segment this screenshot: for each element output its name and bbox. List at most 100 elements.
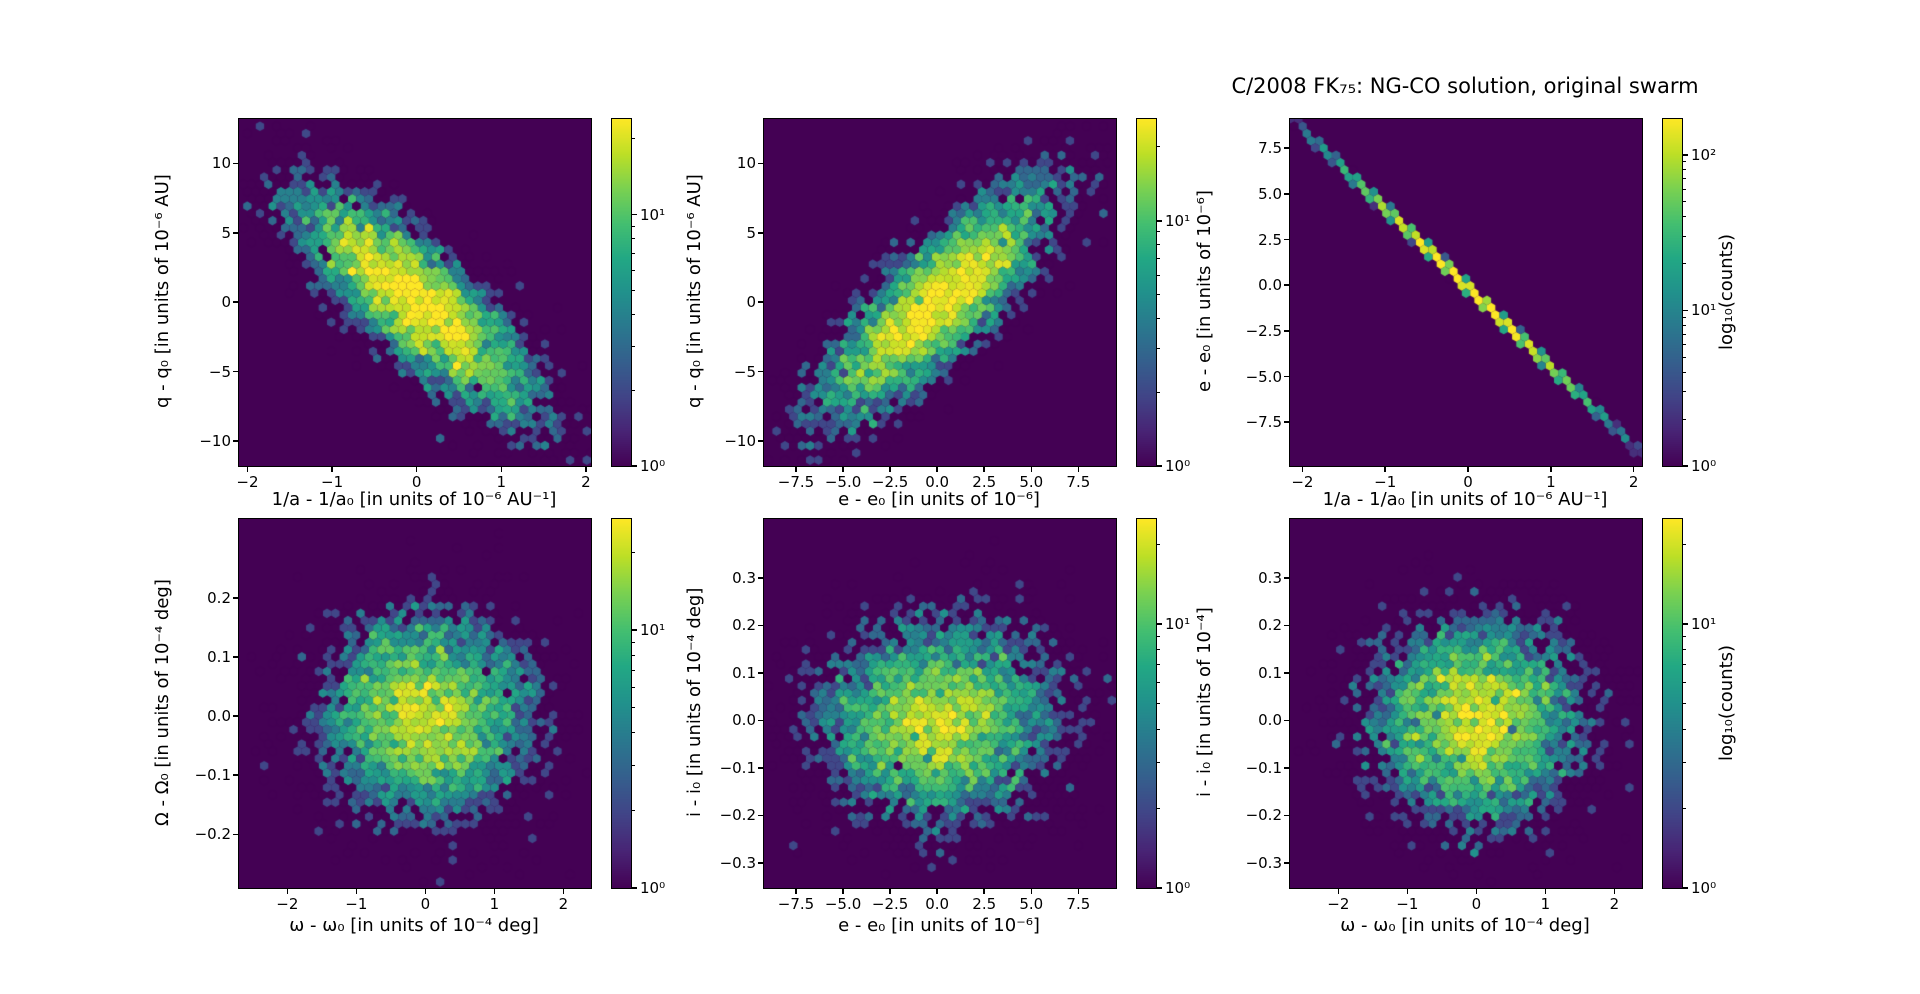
- y-tick-label: −0.1: [194, 766, 231, 785]
- x-tick-label: −2: [236, 473, 259, 491]
- colorbar-minor-tick: [1683, 356, 1686, 358]
- colorbar-tick-label: 10⁰: [1165, 457, 1191, 475]
- x-axis-label: ω - ω₀ [in units of 10⁻⁴ deg]: [1340, 915, 1590, 936]
- colorbar-minor-tick: [1683, 728, 1686, 730]
- y-tick-label: −0.2: [719, 806, 756, 825]
- x-tick-mark: [585, 467, 587, 472]
- colorbar-minor-tick: [1157, 682, 1160, 684]
- x-tick-mark: [1384, 467, 1386, 472]
- hexbin-plot-e-vs-recip-a: [1289, 118, 1643, 467]
- colorbar-minor-tick: [1683, 216, 1686, 218]
- x-tick-mark: [1544, 889, 1547, 894]
- colorbar-minor-tick: [632, 289, 635, 291]
- x-tick-label: −2: [276, 895, 299, 913]
- x-tick-label: −1: [1396, 895, 1419, 913]
- y-tick-mark: [1284, 375, 1289, 378]
- y-tick-mark: [758, 719, 763, 722]
- hexbin-plot-i-vs-e: [763, 518, 1117, 889]
- colorbar-tick-label: 10⁰: [1691, 879, 1717, 897]
- x-tick-mark: [1301, 467, 1304, 472]
- colorbar: [1136, 518, 1157, 889]
- y-tick-label: −0.1: [1245, 758, 1282, 777]
- x-tick-label: 2.5: [972, 473, 997, 491]
- x-tick-label: 2: [1609, 895, 1620, 913]
- x-tick-label: −5.0: [824, 895, 862, 913]
- x-tick-mark: [1337, 889, 1340, 894]
- x-tick-label: −2: [1291, 473, 1314, 491]
- colorbar-minor-tick: [632, 669, 635, 671]
- x-tick-label: −7.5: [777, 473, 815, 491]
- x-tick-label: 7.5: [1066, 895, 1091, 913]
- y-tick-label: 2.5: [1258, 230, 1282, 249]
- x-tick-mark: [1467, 467, 1469, 472]
- colorbar-tick-label: 10²: [1691, 145, 1717, 164]
- colorbar: [611, 518, 632, 889]
- colorbar-minor-tick: [632, 654, 635, 656]
- hexbin-plot-canvas: [764, 119, 1116, 466]
- x-tick-mark: [795, 889, 797, 894]
- colorbar-tick-label: 10¹: [1691, 615, 1717, 634]
- y-axis-label: e - e₀ [in units of 10⁻⁶]: [1194, 190, 1215, 393]
- y-tick-mark: [1284, 719, 1289, 722]
- x-tick-label: −2.5: [871, 895, 909, 913]
- y-axis-label: i - i₀ [in units of 10⁻⁴]: [1194, 607, 1215, 798]
- colorbar-minor-tick: [1683, 635, 1686, 637]
- y-tick-mark: [1284, 193, 1289, 195]
- y-tick-mark: [233, 162, 238, 165]
- colorbar-minor-tick: [1683, 161, 1686, 163]
- y-tick-mark: [1284, 330, 1289, 332]
- y-tick-label: 7.5: [1258, 139, 1282, 158]
- x-tick-label: 5.0: [1019, 895, 1044, 913]
- colorbar-minor-tick: [1683, 391, 1686, 393]
- x-tick-mark: [331, 467, 333, 472]
- colorbar-tick-label: 10⁰: [1691, 457, 1717, 475]
- figure-title: C/2008 FK₇₅: NG-CO solution, original sw…: [1231, 74, 1699, 98]
- x-tick-mark: [1030, 467, 1033, 472]
- y-tick-mark: [1284, 421, 1289, 423]
- y-tick-label: 0.1: [207, 648, 231, 667]
- x-tick-label: 1: [489, 895, 500, 913]
- colorbar-major-tick: [1157, 887, 1162, 889]
- x-tick-label: 2: [581, 473, 591, 491]
- colorbar-minor-tick: [1683, 334, 1686, 336]
- y-tick-mark: [1284, 767, 1289, 769]
- y-tick-mark: [758, 232, 763, 234]
- y-tick-label: −5: [733, 362, 756, 381]
- colorbar-minor-tick: [1157, 544, 1160, 546]
- hexbin-plot-canvas: [239, 119, 591, 466]
- x-tick-label: 0: [420, 895, 431, 913]
- colorbar-major-tick: [632, 629, 637, 631]
- y-tick-label: 0.2: [1258, 616, 1282, 635]
- colorbar-major-tick: [632, 465, 637, 467]
- x-tick-label: 2: [1628, 473, 1639, 491]
- colorbar-major-tick: [1157, 623, 1162, 625]
- colorbar-tick-label: 10¹: [1691, 301, 1717, 320]
- x-tick-mark: [936, 889, 938, 894]
- x-tick-mark: [493, 889, 496, 894]
- colorbar-label: log₁₀(counts): [1716, 644, 1737, 761]
- colorbar-minor-tick: [1157, 231, 1160, 233]
- y-tick-mark: [758, 672, 763, 674]
- colorbar-minor-tick: [1157, 258, 1160, 260]
- colorbar-minor-tick: [1683, 169, 1686, 171]
- hexbin-plot-canvas: [1290, 119, 1642, 466]
- x-tick-label: −1: [321, 473, 344, 491]
- colorbar-minor-tick: [1157, 244, 1160, 246]
- x-axis-label: ω - ω₀ [in units of 10⁻⁴ deg]: [289, 915, 539, 936]
- y-tick-mark: [758, 577, 763, 579]
- y-tick-label: 0.0: [207, 707, 231, 726]
- y-tick-label: 0.0: [1258, 276, 1282, 295]
- x-tick-label: 0: [1463, 473, 1473, 491]
- y-tick-label: 5.0: [1258, 184, 1282, 203]
- y-tick-mark: [1284, 624, 1289, 627]
- y-tick-mark: [758, 624, 763, 627]
- x-tick-label: 0: [411, 473, 422, 491]
- colorbar-minor-tick: [1683, 235, 1686, 237]
- colorbar-minor-tick: [632, 552, 635, 554]
- y-tick-label: −10: [724, 432, 756, 451]
- x-tick-mark: [1632, 467, 1635, 472]
- colorbar-minor-tick: [1157, 703, 1160, 704]
- y-tick-mark: [1284, 284, 1289, 286]
- colorbar-tick-label: 10¹: [640, 621, 666, 640]
- hexbin-plot-canvas: [239, 519, 591, 888]
